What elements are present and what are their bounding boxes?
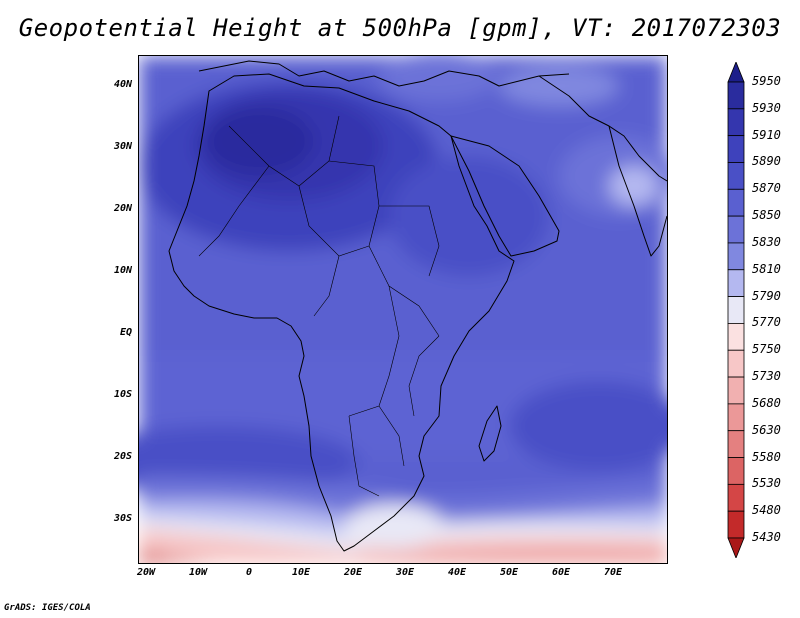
colorbar-label: 5830 bbox=[752, 234, 781, 249]
colorbar-label: 5430 bbox=[752, 530, 781, 544]
lon-label-70e: 70E bbox=[603, 567, 623, 578]
colorbar-box bbox=[727, 162, 745, 190]
map-panel bbox=[138, 55, 668, 564]
colorbar-label: 5770 bbox=[752, 315, 781, 330]
lon-label-10w: 10W bbox=[188, 567, 208, 578]
colorbar-label: 5870 bbox=[752, 181, 781, 196]
colorbar-label: 5580 bbox=[752, 449, 781, 464]
colorbar-box bbox=[727, 296, 745, 324]
lon-label-20e: 20E bbox=[343, 567, 363, 578]
coastlines bbox=[168, 60, 667, 552]
colorbar-box bbox=[727, 457, 745, 485]
lon-label-0: 0 bbox=[245, 567, 253, 578]
colorbar-label: 5930 bbox=[752, 100, 781, 115]
colorbar-label: 5480 bbox=[752, 503, 781, 518]
colorbar-box bbox=[727, 403, 745, 432]
shaded-field bbox=[139, 56, 667, 563]
colorbar-label: 5790 bbox=[752, 288, 781, 303]
colorbar-box bbox=[727, 188, 745, 217]
chart-title: Geopotential Height at 500hPa [gpm], VT:… bbox=[18, 14, 782, 42]
lon-label-30e: 30E bbox=[395, 567, 415, 578]
country-borders bbox=[198, 115, 440, 497]
lon-label-50e: 50E bbox=[499, 567, 519, 578]
colorbar-box bbox=[727, 215, 745, 244]
colorbar-label: 5730 bbox=[752, 369, 781, 384]
colorbar-label: 5890 bbox=[752, 154, 781, 169]
colorbar-label: 5750 bbox=[752, 342, 781, 357]
colorbar-box bbox=[727, 349, 745, 378]
lat-label-40n: 40N bbox=[113, 79, 132, 90]
colorbar-label: 5910 bbox=[752, 127, 781, 142]
lon-label-40e: 40E bbox=[447, 567, 467, 578]
colorbar-top-arrow bbox=[727, 62, 745, 83]
lon-label-20w: 20W bbox=[136, 567, 156, 578]
colorbar-box bbox=[727, 108, 745, 137]
lat-label-10n: 10N bbox=[113, 265, 132, 276]
lat-label-20n: 20N bbox=[113, 203, 132, 214]
colorbar-label: 5850 bbox=[752, 208, 781, 223]
colorbar-box bbox=[727, 483, 745, 512]
colorbar-box bbox=[727, 135, 745, 163]
colorbar-box bbox=[727, 242, 745, 271]
colorbar-box bbox=[727, 323, 745, 351]
colorbar-box bbox=[727, 81, 745, 110]
colorbar-label: 5630 bbox=[752, 422, 781, 437]
colorbar-box bbox=[727, 510, 745, 539]
colorbar bbox=[727, 62, 745, 558]
colorbar-box bbox=[727, 376, 745, 405]
colorbar-label: 5950 bbox=[752, 74, 781, 88]
lat-label-eq: EQ bbox=[119, 327, 132, 338]
colorbar-label: 5810 bbox=[752, 261, 781, 276]
colorbar-box bbox=[727, 269, 745, 297]
lon-label-60e: 60E bbox=[551, 567, 571, 578]
lat-label-10s: 10S bbox=[113, 389, 132, 400]
colorbar-label: 5530 bbox=[752, 476, 781, 491]
height-field-map bbox=[139, 56, 667, 563]
lon-label-10e: 10E bbox=[291, 567, 311, 578]
grads-credit: GrADS: IGES/COLA bbox=[4, 603, 91, 613]
colorbar-box bbox=[727, 430, 745, 458]
lat-label-30n: 30N bbox=[113, 141, 132, 152]
lat-label-30s: 30S bbox=[113, 513, 132, 524]
colorbar-bottom-arrow bbox=[727, 537, 745, 558]
lat-label-20s: 20S bbox=[113, 451, 132, 462]
colorbar-label: 5680 bbox=[752, 395, 781, 410]
